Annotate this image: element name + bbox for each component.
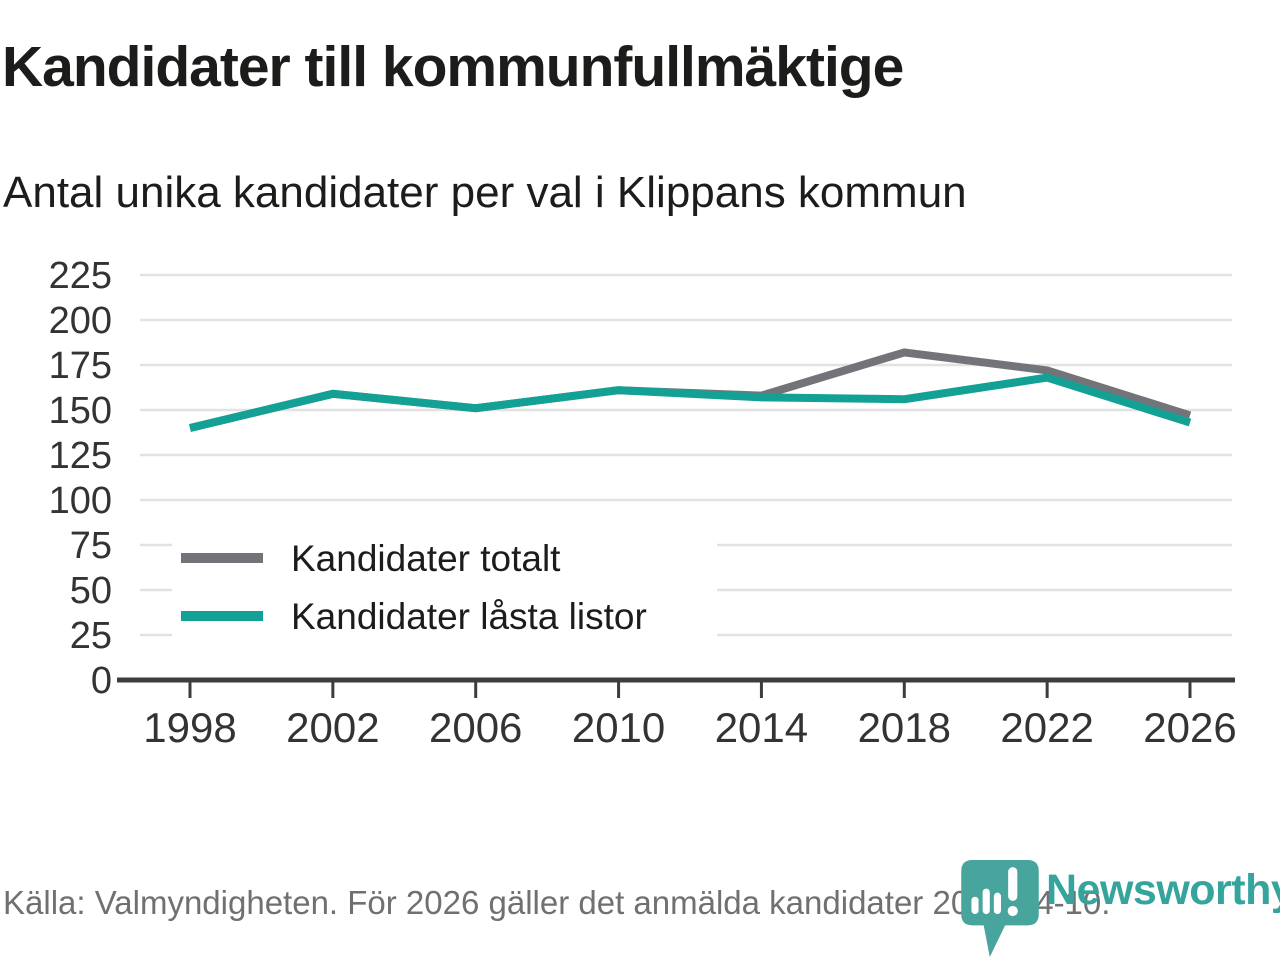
source-text: Källa: Valmyndigheten. För 2026 gäller d…	[3, 884, 1111, 921]
y-axis-tick-label: 150	[49, 390, 112, 432]
y-axis-tick-label: 175	[49, 345, 112, 387]
y-axis-tick-label: 50	[70, 570, 112, 612]
x-axis-tick-label: 2006	[429, 704, 522, 751]
legend-background	[172, 531, 717, 655]
x-axis-tick-label: 2010	[572, 704, 665, 751]
legend-label: Kandidater låsta listor	[291, 596, 647, 637]
x-axis-tick-label: 1998	[143, 704, 236, 751]
y-axis-tick-label: 100	[49, 480, 112, 522]
newsworthy-wordmark: Newsworthy	[1046, 866, 1280, 914]
x-axis-tick-label: 2022	[1000, 704, 1093, 751]
y-axis-tick-label: 0	[91, 660, 112, 702]
x-axis-tick-label: 2002	[286, 704, 379, 751]
chart-title: Kandidater till kommunfullmäktige	[2, 35, 904, 99]
chart-subtitle: Antal unika kandidater per val i Klippan…	[3, 168, 967, 217]
x-axis-tick-label: 2014	[715, 704, 808, 751]
legend-label: Kandidater totalt	[291, 538, 561, 579]
series-line-kandidater-l-sta-listor	[189, 373, 1192, 432]
newsworthy-logo: Newsworthy	[958, 856, 1280, 960]
newsworthy-pin-barchart-icon	[961, 860, 1039, 957]
x-axis-tick-label: 2018	[858, 704, 951, 751]
y-axis-tick-label: 75	[70, 525, 112, 567]
y-axis-tick-label: 125	[49, 435, 112, 477]
y-axis-tick-label: 200	[49, 300, 112, 342]
y-axis-tick-label: 225	[49, 255, 112, 297]
x-axis-tick-label: 2026	[1143, 704, 1236, 751]
y-axis-tick-label: 25	[70, 615, 112, 657]
